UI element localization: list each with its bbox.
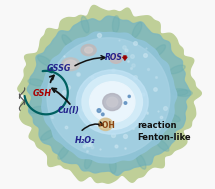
Ellipse shape: [152, 45, 166, 57]
Ellipse shape: [107, 97, 118, 107]
Circle shape: [128, 95, 130, 98]
Text: reaction: reaction: [137, 121, 176, 130]
Ellipse shape: [101, 123, 107, 128]
Ellipse shape: [38, 56, 52, 66]
Ellipse shape: [84, 152, 92, 169]
Ellipse shape: [175, 90, 192, 96]
Ellipse shape: [171, 89, 188, 95]
Ellipse shape: [109, 156, 116, 174]
Ellipse shape: [64, 60, 77, 68]
Ellipse shape: [156, 139, 169, 151]
Circle shape: [101, 113, 104, 116]
Ellipse shape: [29, 106, 46, 113]
Ellipse shape: [47, 38, 170, 157]
Circle shape: [97, 109, 101, 112]
Text: Fenton-like: Fenton-like: [137, 132, 190, 142]
Ellipse shape: [112, 16, 119, 33]
Ellipse shape: [62, 35, 74, 49]
Ellipse shape: [132, 22, 142, 38]
Ellipse shape: [81, 44, 96, 56]
Ellipse shape: [103, 94, 122, 111]
Ellipse shape: [89, 82, 135, 122]
Circle shape: [124, 102, 127, 104]
Ellipse shape: [85, 47, 93, 53]
Text: •OH: •OH: [98, 121, 115, 130]
Ellipse shape: [136, 154, 146, 169]
Text: Cu(I): Cu(I): [58, 106, 80, 115]
Polygon shape: [27, 16, 190, 175]
Ellipse shape: [164, 113, 180, 122]
Ellipse shape: [98, 118, 113, 130]
Polygon shape: [40, 32, 177, 163]
Ellipse shape: [81, 16, 89, 33]
Text: GSSG: GSSG: [47, 64, 72, 74]
Ellipse shape: [58, 145, 69, 159]
Polygon shape: [18, 5, 201, 183]
Ellipse shape: [82, 75, 143, 129]
Ellipse shape: [62, 58, 80, 71]
Ellipse shape: [28, 79, 45, 86]
Text: ROS: ROS: [105, 53, 123, 62]
Text: H₂O₂: H₂O₂: [75, 136, 95, 145]
Ellipse shape: [41, 130, 56, 140]
Ellipse shape: [76, 70, 148, 134]
Ellipse shape: [169, 65, 185, 74]
Text: GSH: GSH: [33, 89, 52, 98]
Ellipse shape: [110, 54, 122, 63]
